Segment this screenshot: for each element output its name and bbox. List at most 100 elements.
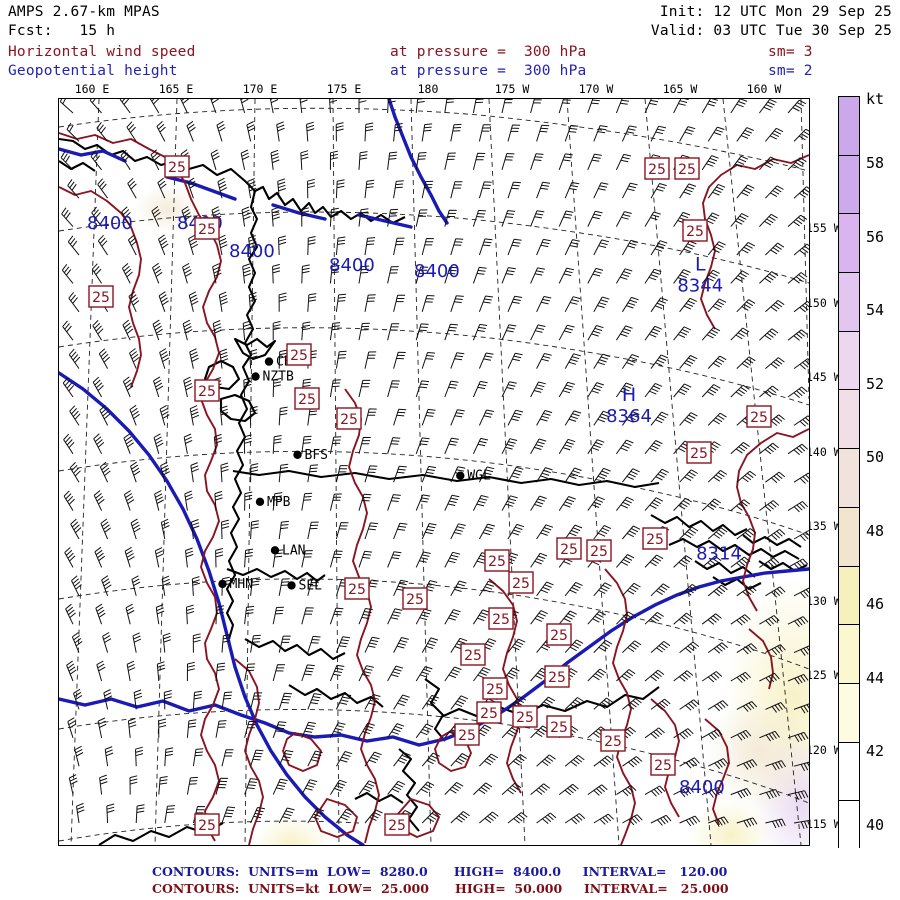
wind-barb (358, 208, 369, 227)
wind-barb (62, 320, 74, 341)
wind-barb (472, 609, 490, 625)
wind-contour-label: 25 (750, 410, 768, 426)
wind-barb (558, 783, 579, 796)
wind-barb (615, 382, 634, 398)
wind-barb (558, 438, 576, 455)
wind-barb (387, 151, 398, 170)
wind-barb (673, 99, 689, 114)
wind-barb (63, 433, 75, 455)
wind-barb (621, 354, 640, 369)
wind-barb (415, 437, 430, 454)
wind-barb (421, 694, 439, 710)
wind-barb (415, 99, 425, 114)
wind-barb (250, 807, 265, 824)
wind-barb (126, 121, 137, 142)
wind-barb (127, 717, 137, 738)
wind-contour-label-box (164, 155, 190, 178)
wind-barb (501, 324, 517, 341)
wind-barb (730, 327, 750, 341)
wind-barb (149, 99, 160, 114)
wind-barb (120, 149, 131, 171)
wind-barb (393, 465, 407, 483)
wind-barb (478, 409, 494, 426)
wind-barb (444, 437, 459, 454)
wind-barb (558, 153, 573, 170)
wind-barb (129, 404, 140, 426)
wind-barb (730, 155, 749, 171)
wind-barb (593, 239, 610, 256)
wind-barb (221, 634, 231, 653)
wind-barb (673, 786, 694, 798)
wind-barb (679, 641, 700, 654)
wind-barb (393, 294, 406, 312)
wind-barb (501, 153, 515, 170)
wind-barb (564, 353, 581, 369)
station-dot-NZTB (251, 372, 260, 381)
wind-barb (507, 124, 521, 142)
colorbar-segment-48 (839, 448, 859, 507)
wind-barb (364, 809, 383, 824)
wind-barb (564, 182, 580, 199)
wind-barb (530, 552, 548, 568)
height-contour-label: 8400 (87, 213, 133, 234)
lon-tick-6: 170 W (578, 82, 614, 96)
wind-barb (759, 271, 779, 284)
wind-barb (278, 292, 287, 312)
wind-barb (68, 292, 80, 313)
wind-barb (501, 381, 517, 398)
wind-barb (536, 353, 552, 369)
wind-contour-label-box (294, 387, 320, 410)
wind-barb (701, 613, 722, 625)
wind-barb (507, 352, 523, 369)
wind-barb (190, 519, 200, 540)
wind-barb (278, 520, 289, 540)
wind-barb (679, 469, 698, 483)
wind-barb (124, 546, 135, 568)
wind-barb (707, 412, 727, 426)
wind-barb (679, 183, 697, 199)
wind-barb (793, 301, 809, 313)
wind-barb (335, 751, 353, 767)
wind-barb (186, 661, 195, 682)
wind-barb (156, 121, 166, 142)
wind-barb (536, 581, 554, 597)
wind-barb (246, 121, 256, 142)
wind-contour-label: 25 (388, 818, 406, 834)
colorbar-tick-48: 48 (866, 521, 885, 540)
wind-contour-label-box (546, 715, 572, 738)
wind-barb (759, 789, 780, 800)
station-dot-SEL (287, 581, 296, 590)
wind-barb (192, 633, 201, 653)
wind-barb (730, 614, 751, 626)
wind-barb (759, 156, 778, 171)
colorbar[interactable] (838, 96, 860, 859)
wind-barb (216, 120, 226, 142)
wind-barb (616, 611, 635, 625)
wind-contour-label-box (344, 577, 370, 600)
wind-barb (97, 178, 109, 199)
wind-barb (415, 608, 432, 625)
wind-contour-label: 25 (92, 290, 110, 306)
station-label-MHN: MHN (230, 577, 253, 592)
wind-barb (759, 385, 779, 398)
wind-barb (364, 751, 382, 767)
wind-barb (393, 637, 409, 653)
wind-barb (644, 382, 663, 398)
wind-barb (277, 178, 286, 199)
map-plot-area[interactable]: CBWNZTBBFSWGLMPBLANMHNSEL 84008400840084… (58, 98, 810, 846)
wind-barb (621, 239, 639, 256)
station-label-NZTB: NZTB (263, 370, 294, 385)
wind-contour-label: 25 (548, 670, 566, 686)
field1-smoothing: sm= 3 (768, 44, 813, 60)
wind-barb (415, 551, 431, 568)
lat-tick-5: 130 W (806, 593, 841, 608)
wind-barb (65, 603, 76, 625)
wind-barb (329, 207, 339, 227)
wind-barb (135, 746, 144, 767)
wind-barb (272, 721, 287, 738)
wind-barb (358, 493, 372, 511)
wind-barb (787, 157, 807, 171)
wind-contour-label: 25 (590, 544, 608, 560)
wind-contour-label-box (460, 643, 486, 666)
wind-barb (130, 461, 141, 483)
